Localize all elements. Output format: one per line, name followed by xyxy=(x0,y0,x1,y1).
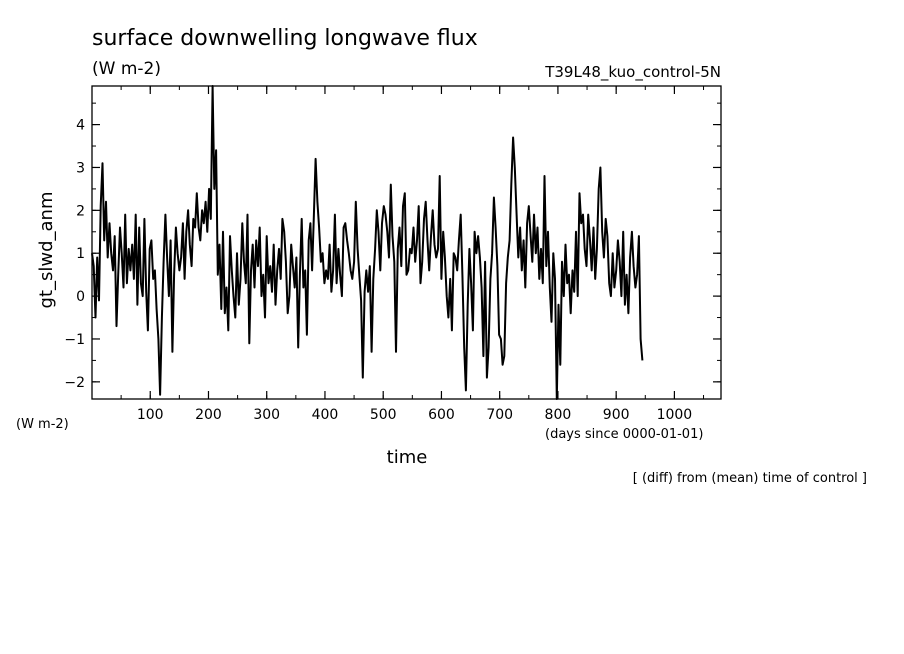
x-tick-label: 400 xyxy=(312,407,339,423)
x-tick-label: 200 xyxy=(195,407,222,423)
x-tick-label: 700 xyxy=(486,407,513,423)
y-axis-units-label: (W m-2) xyxy=(16,417,69,432)
x-tick-labels: 100 200 300 400 500 600 700 800 900 1000 xyxy=(137,407,692,423)
x-tick-label: 500 xyxy=(370,407,397,423)
x-tick-label: 600 xyxy=(428,407,455,423)
series-line xyxy=(91,85,644,400)
y-tick-label: −1 xyxy=(64,332,85,348)
comparison-note: [ (diff) from (mean) time of control ] xyxy=(633,471,867,486)
x-tick-label: 900 xyxy=(603,407,630,423)
run-id-label: T39L48_kuo_control-5N xyxy=(544,63,721,82)
x-tick-label: 800 xyxy=(545,407,572,423)
x-tick-label: 1000 xyxy=(657,407,693,423)
y-tick-label: 0 xyxy=(76,289,85,305)
y-tick-label: 4 xyxy=(76,118,85,134)
x-tick-label: 300 xyxy=(253,407,280,423)
y-tick-label: −2 xyxy=(64,375,85,391)
x-axis-title: time xyxy=(387,447,428,468)
chart-title: surface downwelling longwave flux xyxy=(92,26,478,51)
x-tick-label: 100 xyxy=(137,407,164,423)
y-axis-title: gt_slwd_anm xyxy=(36,192,57,309)
y-tick-label: 3 xyxy=(76,160,85,176)
y-tick-labels: −2 −1 0 1 2 3 4 xyxy=(64,118,85,391)
chart-units-label: (W m-2) xyxy=(92,59,161,79)
y-tick-label: 1 xyxy=(76,246,85,262)
y-tick-label: 2 xyxy=(76,203,85,219)
plot-frame xyxy=(91,85,722,400)
x-axis-units-label: (days since 0000-01-01) xyxy=(545,427,703,442)
